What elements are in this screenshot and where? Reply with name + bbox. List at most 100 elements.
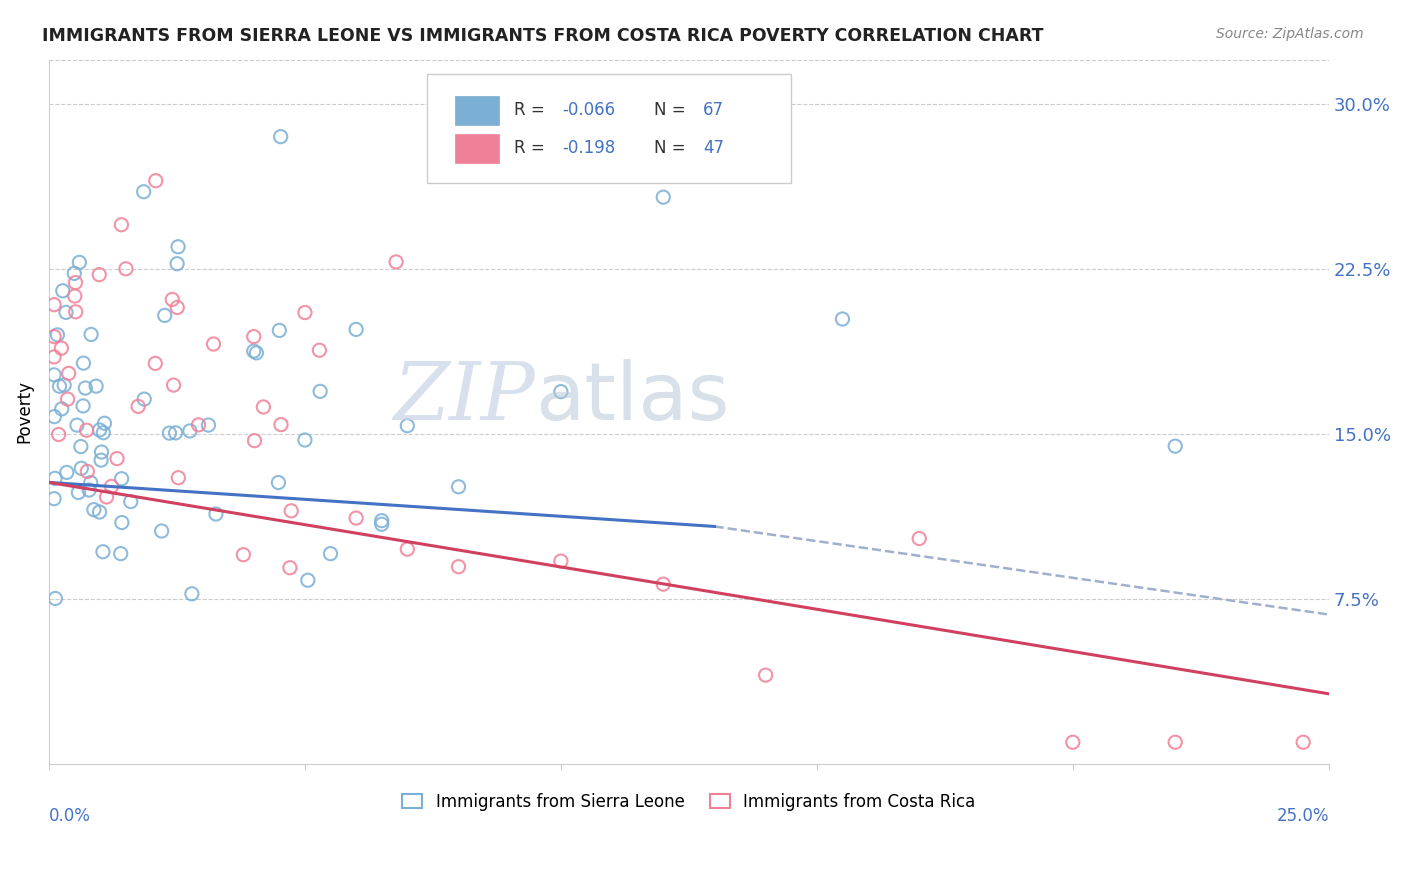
Point	[67, 485, 90, 500]
Point	[153, 309, 176, 323]
Point	[42, 329, 65, 343]
Point	[134, 392, 156, 406]
Point	[297, 573, 319, 587]
Point	[83, 502, 105, 516]
Point	[90, 445, 112, 459]
Point	[267, 475, 290, 490]
Text: N =: N =	[654, 139, 692, 157]
Point	[65, 305, 87, 319]
Point	[270, 129, 292, 144]
Point	[344, 511, 367, 525]
Point	[42, 491, 65, 506]
Text: -0.066: -0.066	[562, 102, 616, 120]
Point	[120, 494, 142, 508]
Point	[550, 554, 572, 568]
Text: Source: ZipAtlas.com: Source: ZipAtlas.com	[1216, 27, 1364, 41]
Point	[179, 424, 201, 438]
Point	[294, 433, 316, 447]
Point	[396, 418, 419, 433]
Point	[280, 504, 302, 518]
Point	[167, 240, 190, 254]
Point	[831, 312, 853, 326]
Point	[396, 542, 419, 557]
Point	[44, 409, 66, 424]
Point	[344, 322, 367, 336]
Bar	[454, 134, 499, 163]
Point	[53, 378, 76, 392]
Point	[56, 392, 79, 406]
Point	[166, 301, 188, 315]
Point	[165, 425, 187, 440]
Point	[187, 417, 209, 432]
Point	[89, 423, 111, 437]
Point	[205, 507, 228, 521]
Point	[75, 381, 97, 395]
Point	[105, 451, 128, 466]
Point	[755, 668, 778, 682]
Point	[80, 475, 103, 490]
Point	[294, 305, 316, 319]
Point	[58, 367, 80, 381]
Point	[269, 323, 291, 337]
Point	[1164, 735, 1187, 749]
Point	[76, 423, 98, 437]
Point	[111, 516, 134, 530]
Point	[908, 532, 931, 546]
Point	[70, 440, 93, 454]
Point	[55, 305, 77, 319]
Point	[1164, 439, 1187, 453]
Point	[70, 461, 93, 475]
Point	[162, 293, 184, 307]
Text: R =: R =	[513, 139, 550, 157]
Point	[652, 190, 675, 204]
Point	[447, 480, 470, 494]
Point	[319, 547, 342, 561]
Point	[242, 344, 264, 359]
Text: -0.198: -0.198	[562, 139, 616, 157]
Text: 47: 47	[703, 139, 724, 157]
Point	[652, 577, 675, 591]
Legend: Immigrants from Sierra Leone, Immigrants from Costa Rica: Immigrants from Sierra Leone, Immigrants…	[394, 785, 984, 820]
Point	[162, 378, 184, 392]
Text: N =: N =	[654, 102, 692, 120]
Point	[197, 418, 219, 433]
Point	[150, 524, 173, 538]
Point	[63, 266, 86, 280]
Point	[66, 418, 89, 433]
Point	[550, 384, 572, 399]
Point	[93, 416, 115, 430]
Point	[110, 472, 132, 486]
Point	[96, 490, 118, 504]
Point	[42, 350, 65, 364]
Point	[127, 400, 149, 414]
Point	[202, 337, 225, 351]
Point	[242, 329, 264, 343]
Text: atlas: atlas	[536, 359, 730, 437]
Point	[278, 560, 301, 574]
Point	[51, 341, 73, 355]
Point	[55, 466, 77, 480]
Point	[370, 517, 392, 532]
Point	[370, 514, 392, 528]
Point	[252, 400, 274, 414]
Point	[80, 327, 103, 342]
Point	[84, 379, 107, 393]
Point	[1062, 735, 1084, 749]
Point	[51, 401, 73, 416]
Point	[385, 255, 408, 269]
Point	[1292, 735, 1315, 749]
Point	[110, 547, 132, 561]
Point	[100, 479, 122, 493]
Point	[42, 298, 65, 312]
Point	[167, 471, 190, 485]
Point	[63, 289, 86, 303]
Point	[48, 379, 70, 393]
Point	[89, 505, 111, 519]
Y-axis label: Poverty: Poverty	[15, 380, 32, 443]
Point	[91, 545, 114, 559]
Text: IMMIGRANTS FROM SIERRA LEONE VS IMMIGRANTS FROM COSTA RICA POVERTY CORRELATION C: IMMIGRANTS FROM SIERRA LEONE VS IMMIGRAN…	[42, 27, 1043, 45]
Point	[76, 465, 98, 479]
Point	[308, 343, 330, 358]
Point	[44, 591, 66, 606]
Point	[232, 548, 254, 562]
